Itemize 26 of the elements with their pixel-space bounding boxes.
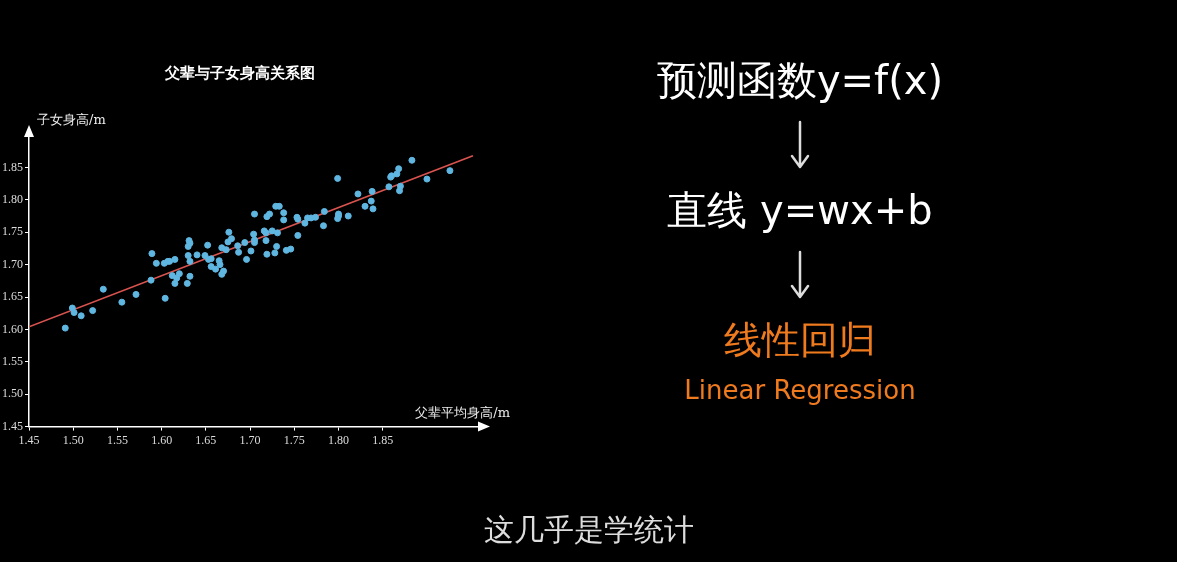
x-tick-label: 1.75 [283,432,305,447]
chart-title: 父辈与子女身高关系图 [164,63,315,82]
x-tick-label: 1.85 [372,432,394,447]
y-tick-label: 1.70 [2,256,23,271]
text: Linear Regression [684,374,916,407]
y-tick-label: 1.60 [2,321,23,336]
y-tick-label: 1.65 [2,289,23,304]
x-tick-label: 1.60 [151,432,173,447]
x-tick-label: 1.50 [62,432,84,447]
text: 这几乎是学统计 [482,511,695,549]
y-tick-label: 1.75 [2,224,23,239]
y-tick-label: 1.45 [2,418,23,433]
y-tick-label: 1.55 [2,353,23,368]
text: 预测函数y=f(x) [656,56,944,105]
text: 线性回归 [724,317,876,364]
x-tick-label: 1.70 [239,432,261,447]
y-axis-title: 子女身高/m [37,111,106,127]
text: 直线 y=wx+b [667,186,933,235]
x-tick-label: 1.65 [195,432,217,447]
x-tick-label: 1.45 [18,432,40,447]
y-tick-label: 1.85 [2,159,23,174]
y-tick-label: 1.50 [2,386,23,401]
y-tick-label: 1.80 [2,191,23,206]
x-tick-label: 1.55 [106,432,128,447]
x-axis-title: 父辈平均身高/m [415,405,510,421]
x-tick-label: 1.80 [328,432,350,447]
